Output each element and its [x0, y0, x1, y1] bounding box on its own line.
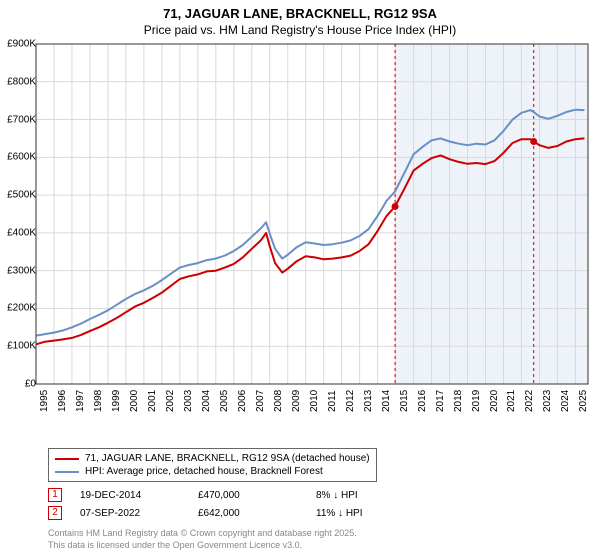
event-delta: 11% ↓ HPI: [316, 508, 406, 519]
event-row: 2 07-SEP-2022 £642,000 11% ↓ HPI: [48, 504, 406, 522]
legend-swatch: [55, 458, 79, 460]
x-axis-label: 2021: [506, 390, 517, 412]
y-axis-label: £800K: [0, 76, 36, 87]
title-block: 71, JAGUAR LANE, BRACKNELL, RG12 9SA Pri…: [0, 0, 600, 37]
x-axis-label: 2010: [309, 390, 320, 412]
chart-title: 71, JAGUAR LANE, BRACKNELL, RG12 9SA: [0, 6, 600, 21]
x-axis-label: 2016: [417, 390, 428, 412]
x-axis-label: 2014: [381, 390, 392, 412]
x-axis-label: 2002: [165, 390, 176, 412]
x-axis-label: 2003: [183, 390, 194, 412]
x-axis-label: 2015: [399, 390, 410, 412]
x-axis-label: 2005: [219, 390, 230, 412]
event-date: 07-SEP-2022: [80, 508, 180, 519]
x-axis-label: 2000: [129, 390, 140, 412]
x-axis-label: 2008: [273, 390, 284, 412]
event-price: £470,000: [198, 490, 298, 501]
footnote-line-1: Contains HM Land Registry data © Crown c…: [48, 528, 357, 540]
x-axis-label: 2009: [291, 390, 302, 412]
event-row: 1 19-DEC-2014 £470,000 8% ↓ HPI: [48, 486, 406, 504]
x-axis-label: 2023: [542, 390, 553, 412]
legend-label: HPI: Average price, detached house, Brac…: [85, 466, 323, 477]
y-axis-label: £700K: [0, 114, 36, 125]
y-axis-label: £300K: [0, 265, 36, 276]
x-axis-label: 2019: [471, 390, 482, 412]
footnote: Contains HM Land Registry data © Crown c…: [48, 528, 357, 551]
legend-box: 71, JAGUAR LANE, BRACKNELL, RG12 9SA (de…: [48, 448, 377, 482]
y-axis-label: £600K: [0, 152, 36, 163]
x-axis-label: 2006: [237, 390, 248, 412]
x-axis-label: 1997: [75, 390, 86, 412]
x-axis-label: 2013: [363, 390, 374, 412]
x-axis-label: 1996: [57, 390, 68, 412]
y-axis-label: £900K: [0, 39, 36, 50]
x-axis-label: 2004: [201, 390, 212, 412]
x-axis-label: 2012: [345, 390, 356, 412]
event-table: 1 19-DEC-2014 £470,000 8% ↓ HPI 2 07-SEP-2022…: [48, 486, 406, 522]
event-marker: 2: [48, 506, 62, 520]
y-axis-label: £100K: [0, 341, 36, 352]
legend-label: 71, JAGUAR LANE, BRACKNELL, RG12 9SA (de…: [85, 453, 370, 464]
legend-swatch: [55, 471, 79, 473]
y-axis-label: £0: [0, 379, 36, 390]
x-axis-label: 2025: [578, 390, 589, 412]
chart-plot-area: £0£100K£200K£300K£400K£500K£600K£700K£80…: [36, 44, 588, 414]
y-axis-label: £200K: [0, 303, 36, 314]
x-axis-label: 1999: [111, 390, 122, 412]
y-axis-label: £400K: [0, 227, 36, 238]
event-price: £642,000: [198, 508, 298, 519]
chart-container: 71, JAGUAR LANE, BRACKNELL, RG12 9SA Pri…: [0, 0, 600, 560]
x-axis-label: 2024: [560, 390, 571, 412]
chart-subtitle: Price paid vs. HM Land Registry's House …: [0, 23, 600, 37]
x-axis-label: 2020: [489, 390, 500, 412]
event-marker: 1: [48, 488, 62, 502]
event-delta: 8% ↓ HPI: [316, 490, 406, 501]
x-axis-label: 1995: [39, 390, 50, 412]
x-axis-label: 2007: [255, 390, 266, 412]
footnote-line-2: This data is licensed under the Open Gov…: [48, 540, 357, 552]
event-date: 19-DEC-2014: [80, 490, 180, 501]
x-axis-label: 2011: [327, 390, 338, 412]
x-axis-label: 2018: [453, 390, 464, 412]
x-axis-label: 1998: [93, 390, 104, 412]
legend-row: 71, JAGUAR LANE, BRACKNELL, RG12 9SA (de…: [55, 452, 370, 465]
x-axis-label: 2017: [435, 390, 446, 412]
y-axis-label: £500K: [0, 190, 36, 201]
x-axis-label: 2022: [524, 390, 535, 412]
x-axis-label: 2001: [147, 390, 158, 412]
legend-row: HPI: Average price, detached house, Brac…: [55, 465, 370, 478]
